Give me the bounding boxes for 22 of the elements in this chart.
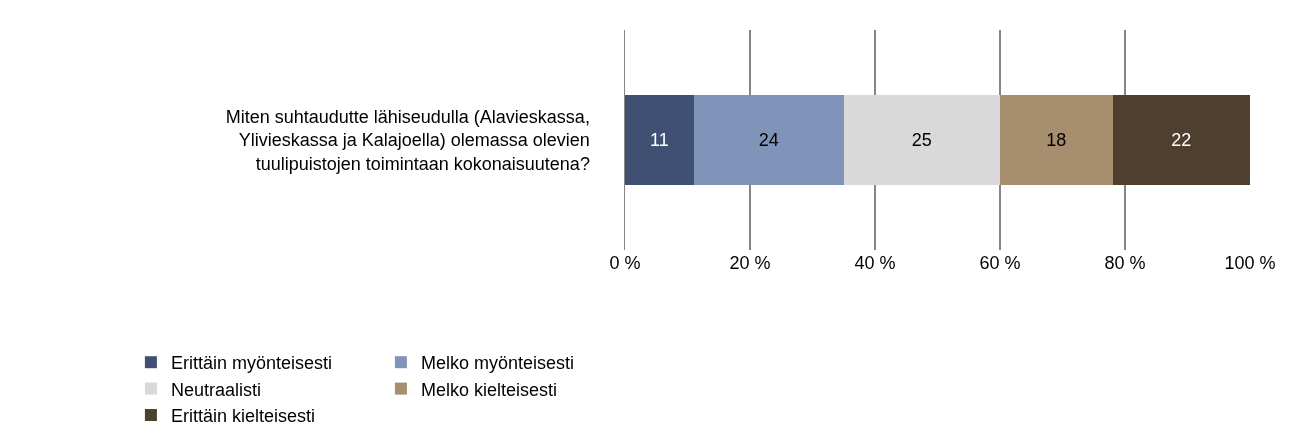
bar: [843, 94, 1000, 186]
data-label: 18: [1046, 130, 1067, 150]
legend-label: Erittäin kielteisesti: [170, 406, 315, 427]
data-label: 25: [911, 130, 932, 150]
x-tick-label: 20 %: [729, 253, 771, 273]
bar: [1112, 94, 1250, 186]
legend-label: Neutraalisti: [170, 379, 261, 400]
legend-label: Melko kielteisesti: [420, 379, 557, 400]
legend-label: Erittäin myönteisesti: [170, 353, 332, 374]
legend-label: Melko myönteisesti: [420, 353, 574, 374]
x-tick-label: 60 %: [979, 253, 1021, 273]
bar: [625, 94, 694, 186]
x-tick-label: 40 %: [854, 253, 896, 273]
bar: [1000, 94, 1113, 186]
bar: [693, 94, 844, 186]
x-tick-label: 100 %: [1224, 253, 1276, 273]
x-tick-label: 80 %: [1104, 253, 1146, 273]
data-label: 24: [758, 130, 779, 150]
data-label: 22: [1171, 130, 1192, 150]
y-tick-label: Miten suhtaudutte lähiseudulla (Alavieskassa, Ylivieskassa ja Kalajoella) olemassa olevien tuulipuistojen toimintaan kokonaisuutena?: [225, 106, 590, 174]
x-tick-label: 0 %: [609, 253, 641, 273]
data-label: 11: [650, 130, 669, 150]
